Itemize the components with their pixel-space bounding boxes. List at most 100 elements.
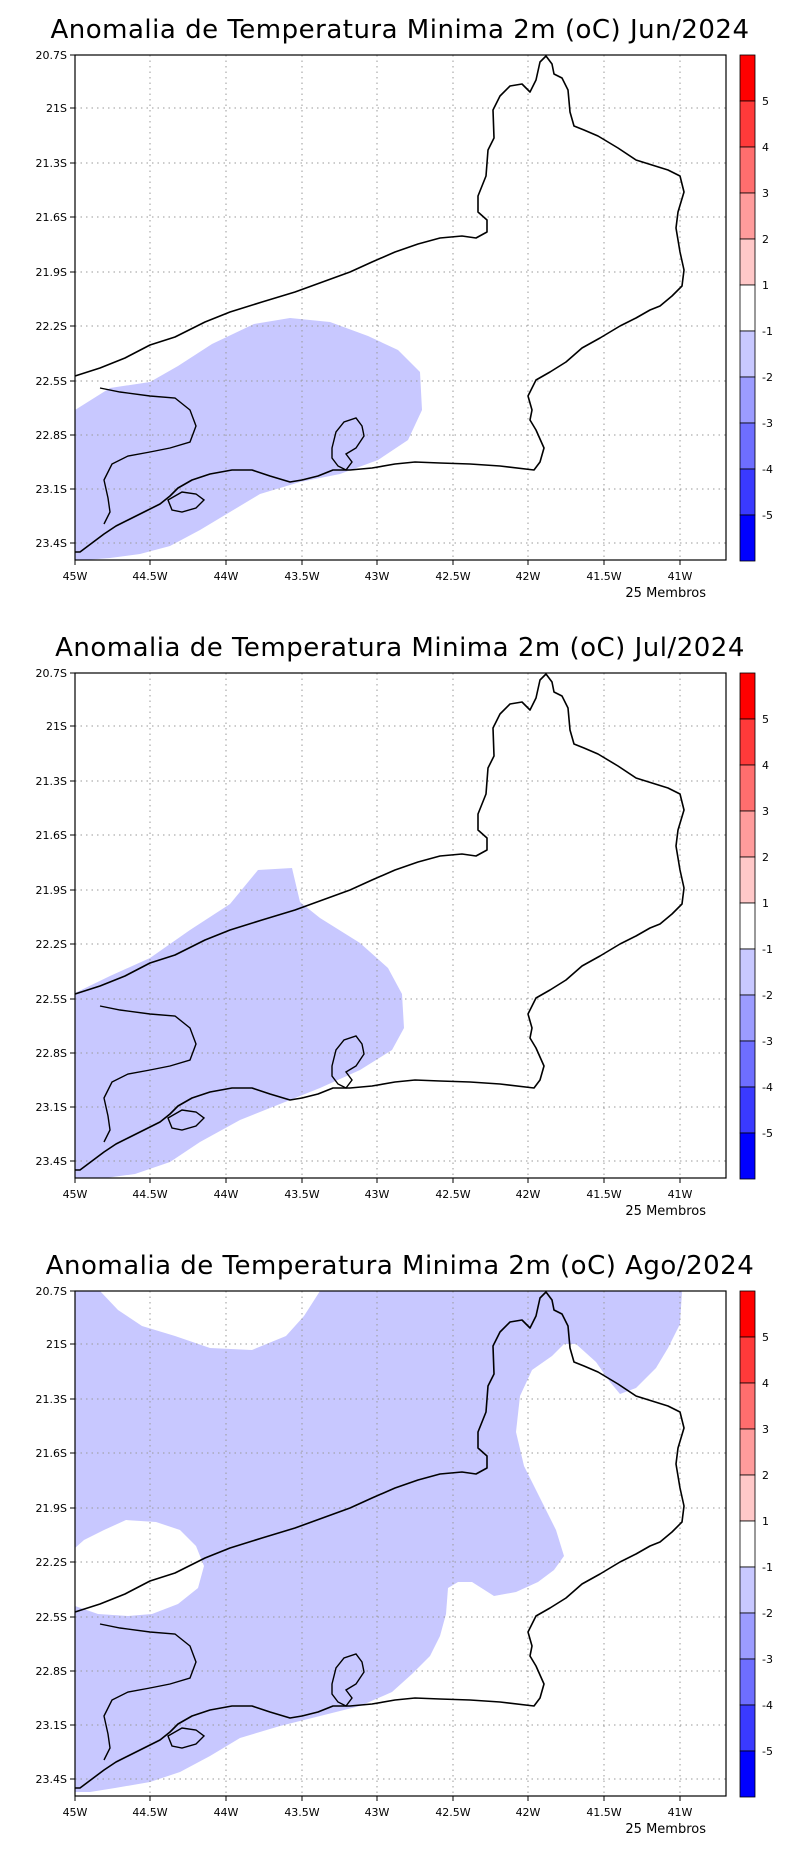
lat-tick-label: 20.7S bbox=[36, 49, 67, 62]
lat-tick-label: 22.5S bbox=[36, 375, 67, 388]
lon-tick-label: 43W bbox=[365, 1806, 390, 1819]
colorbar-label: 2 bbox=[762, 233, 769, 246]
colorbar-segment bbox=[739, 1290, 756, 1338]
guanabara-bay bbox=[331, 417, 365, 471]
colorbar-segment bbox=[739, 1086, 756, 1134]
colorbar-segment bbox=[739, 1520, 756, 1568]
map-title: Anomalia de Temperatura Minima 2m (oC) J… bbox=[51, 15, 750, 45]
colorbar-segment bbox=[739, 1382, 756, 1430]
members-note: 25 Membros bbox=[625, 1822, 706, 1837]
members-note: 25 Membros bbox=[625, 586, 706, 601]
colorbar-segment bbox=[739, 764, 756, 812]
anomaly-region bbox=[75, 1291, 682, 1792]
colorbar-segment bbox=[739, 948, 756, 996]
colorbar-label: 3 bbox=[762, 1423, 769, 1436]
colorbar-segment bbox=[739, 468, 756, 516]
lon-tick-label: 43.5W bbox=[284, 570, 319, 583]
lon-tick-label: 44.5W bbox=[132, 1806, 167, 1819]
colorbar-label: -1 bbox=[762, 1561, 773, 1574]
map-svg: Anomalia de Temperatura Minima 2m (oC) J… bbox=[36, 633, 773, 1219]
colorbar-label: -2 bbox=[762, 1607, 773, 1620]
lon-tick-label: 45W bbox=[63, 1806, 88, 1819]
colorbar-label: 1 bbox=[762, 279, 769, 292]
colorbar-segment bbox=[739, 1428, 756, 1476]
colorbar-segment bbox=[739, 1750, 756, 1798]
colorbar-label: -5 bbox=[762, 1745, 773, 1758]
colorbar-label: -3 bbox=[762, 1653, 773, 1666]
colorbar-segment bbox=[739, 994, 756, 1042]
colorbar-segment bbox=[739, 100, 756, 148]
plot-frame bbox=[74, 1290, 727, 1797]
lat-tick-label: 22.8S bbox=[36, 1047, 67, 1060]
colorbar-segment bbox=[739, 902, 756, 950]
lon-tick-label: 44W bbox=[214, 1806, 239, 1819]
colorbar-segment bbox=[739, 856, 756, 904]
lon-tick-label: 43.5W bbox=[284, 1806, 319, 1819]
colorbar-label: -4 bbox=[762, 1081, 773, 1094]
colorbar-segment bbox=[739, 1658, 756, 1706]
lon-tick-label: 41W bbox=[668, 1806, 693, 1819]
colorbar-label: -4 bbox=[762, 1699, 773, 1712]
grid bbox=[75, 55, 726, 560]
colorbar-segment bbox=[739, 146, 756, 194]
colorbar-segment bbox=[739, 422, 756, 470]
state-border bbox=[99, 387, 197, 525]
colorbar-label: 1 bbox=[762, 1515, 769, 1528]
colorbar-segment bbox=[739, 1336, 756, 1384]
map-title: Anomalia de Temperatura Minima 2m (oC) A… bbox=[46, 1251, 755, 1281]
lon-tick-label: 42.5W bbox=[435, 570, 470, 583]
colorbar-label: -3 bbox=[762, 417, 773, 430]
coastline bbox=[74, 55, 685, 553]
grid bbox=[75, 1291, 726, 1796]
lon-tick-label: 42.5W bbox=[435, 1188, 470, 1201]
colorbar-label: 5 bbox=[762, 713, 769, 726]
lat-tick-label: 21.3S bbox=[36, 1393, 67, 1406]
colorbar-segment bbox=[739, 192, 756, 240]
colorbar-segment bbox=[739, 672, 756, 720]
colorbar-segment bbox=[739, 1474, 756, 1522]
lon-tick-label: 41W bbox=[668, 1188, 693, 1201]
lon-tick-label: 44W bbox=[214, 570, 239, 583]
colorbar-segment bbox=[739, 54, 756, 102]
colorbar-segment bbox=[739, 810, 756, 858]
map-panel-ago: Anomalia de Temperatura Minima 2m (oC) A… bbox=[0, 1236, 800, 1854]
lon-tick-label: 41.5W bbox=[586, 570, 621, 583]
members-note: 25 Membros bbox=[625, 1204, 706, 1219]
lat-tick-label: 21S bbox=[46, 720, 67, 733]
lat-tick-label: 23.4S bbox=[36, 537, 67, 550]
colorbar-label: 3 bbox=[762, 805, 769, 818]
colorbar-label: -2 bbox=[762, 371, 773, 384]
lon-tick-label: 43.5W bbox=[284, 1188, 319, 1201]
colorbar-segment bbox=[739, 1612, 756, 1660]
lat-tick-label: 20.7S bbox=[36, 667, 67, 680]
lat-tick-label: 23.1S bbox=[36, 483, 67, 496]
lon-tick-label: 44.5W bbox=[132, 1188, 167, 1201]
state-border bbox=[99, 1005, 197, 1143]
lon-tick-label: 42W bbox=[516, 1188, 541, 1201]
colorbar-segment bbox=[739, 1704, 756, 1752]
map-panel-jun: Anomalia de Temperatura Minima 2m (oC) J… bbox=[0, 0, 800, 618]
lon-tick-label: 42W bbox=[516, 570, 541, 583]
lon-tick-label: 45W bbox=[63, 570, 88, 583]
lat-tick-label: 21.9S bbox=[36, 266, 67, 279]
map-svg: Anomalia de Temperatura Minima 2m (oC) A… bbox=[36, 1251, 773, 1837]
island bbox=[167, 1109, 206, 1131]
lon-tick-label: 45W bbox=[63, 1188, 88, 1201]
lon-tick-label: 41.5W bbox=[586, 1188, 621, 1201]
lat-tick-label: 23.4S bbox=[36, 1773, 67, 1786]
lat-tick-label: 21S bbox=[46, 102, 67, 115]
island bbox=[167, 1727, 206, 1749]
colorbar-label: -3 bbox=[762, 1035, 773, 1048]
lat-tick-label: 20.7S bbox=[36, 1285, 67, 1298]
lon-tick-label: 41W bbox=[668, 570, 693, 583]
colorbar-label: -1 bbox=[762, 325, 773, 338]
state-border bbox=[99, 1623, 197, 1761]
lon-tick-label: 42.5W bbox=[435, 1806, 470, 1819]
lon-tick-label: 42W bbox=[516, 1806, 541, 1819]
colorbar-label: 3 bbox=[762, 187, 769, 200]
colorbar-label: 2 bbox=[762, 1469, 769, 1482]
guanabara-bay bbox=[331, 1035, 365, 1089]
lat-tick-label: 22.8S bbox=[36, 1665, 67, 1678]
colorbar-segment bbox=[739, 376, 756, 424]
lat-tick-label: 22.5S bbox=[36, 1611, 67, 1624]
